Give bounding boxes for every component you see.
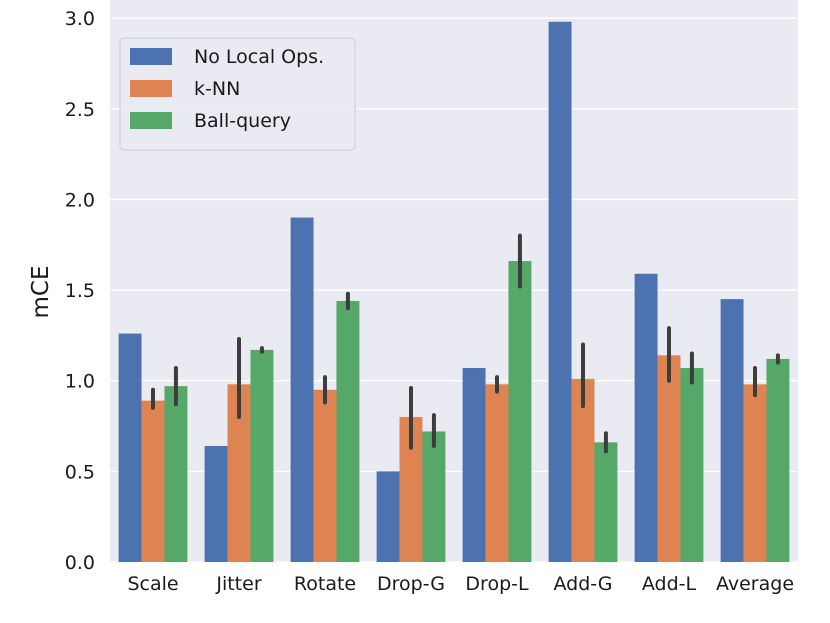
bar-jitter-series-0 bbox=[204, 445, 228, 562]
y-tick-labels: 0.0 0.5 1.0 1.5 2.0 2.5 3.0 bbox=[65, 8, 95, 574]
bar-drop-l-series-2 bbox=[508, 261, 532, 562]
legend-swatch bbox=[130, 48, 172, 65]
x-tick-label: Rotate bbox=[294, 573, 356, 595]
legend-swatch bbox=[130, 112, 172, 129]
bar-drop-g-series-0 bbox=[376, 471, 400, 562]
legend: No Local Ops. k-NN Ball-query bbox=[119, 37, 356, 151]
legend-box bbox=[119, 37, 356, 151]
bar-add-l-series-2 bbox=[680, 368, 704, 562]
x-tick-labels: Scale Jitter Rotate Drop-G Drop-L Add-G Add-L A… bbox=[127, 573, 794, 595]
x-tick-label: Drop-G bbox=[377, 573, 445, 595]
y-tick-label: 1.0 bbox=[65, 371, 95, 393]
bar-rotate-series-2 bbox=[336, 300, 360, 562]
bar-average-series-2 bbox=[766, 358, 790, 562]
bar-drop-l-series-1 bbox=[485, 384, 509, 562]
y-tick-label: 0.0 bbox=[65, 552, 95, 574]
x-tick-label: Drop-L bbox=[465, 573, 529, 595]
y-tick-label: 3.0 bbox=[65, 8, 95, 30]
error-bars bbox=[151, 233, 780, 454]
legend-label: No Local Ops. bbox=[194, 46, 324, 68]
x-tick-label: Average bbox=[716, 573, 794, 595]
bars bbox=[118, 21, 790, 563]
x-tick-label: Jitter bbox=[215, 573, 261, 595]
x-tick-label: Scale bbox=[127, 573, 178, 595]
y-tick-label: 0.5 bbox=[65, 461, 95, 483]
bar-drop-g-series-2 bbox=[422, 431, 446, 562]
legend-label: k-NN bbox=[194, 78, 240, 100]
legend-label: Ball-query bbox=[194, 110, 291, 132]
bar-add-l-series-0 bbox=[634, 273, 658, 562]
bar-jitter-series-2 bbox=[250, 349, 274, 562]
x-tick-label: Add-L bbox=[642, 573, 697, 595]
bar-average-series-1 bbox=[743, 384, 767, 562]
bar-scale-series-2 bbox=[164, 386, 188, 562]
bar-scale-series-0 bbox=[118, 333, 142, 562]
bar-scale-series-1 bbox=[141, 400, 165, 562]
bar-add-l-series-1 bbox=[657, 355, 681, 562]
bar-rotate-series-0 bbox=[290, 217, 314, 562]
bar-add-g-series-2 bbox=[594, 442, 618, 562]
legend-swatch bbox=[130, 80, 172, 97]
bar-add-g-series-1 bbox=[571, 378, 595, 562]
y-tick-label: 1.5 bbox=[65, 280, 95, 302]
x-tick-label: Add-G bbox=[553, 573, 612, 595]
bar-drop-g-series-1 bbox=[399, 416, 423, 562]
bar-average-series-0 bbox=[720, 299, 744, 562]
bar-jitter-series-1 bbox=[227, 384, 251, 562]
y-axis-label: mCE bbox=[28, 266, 54, 319]
bar-add-g-series-0 bbox=[548, 21, 572, 563]
y-tick-label: 2.0 bbox=[65, 189, 95, 211]
bar-rotate-series-1 bbox=[313, 389, 337, 562]
bar-drop-l-series-0 bbox=[462, 368, 486, 562]
y-tick-label: 2.5 bbox=[65, 99, 95, 121]
